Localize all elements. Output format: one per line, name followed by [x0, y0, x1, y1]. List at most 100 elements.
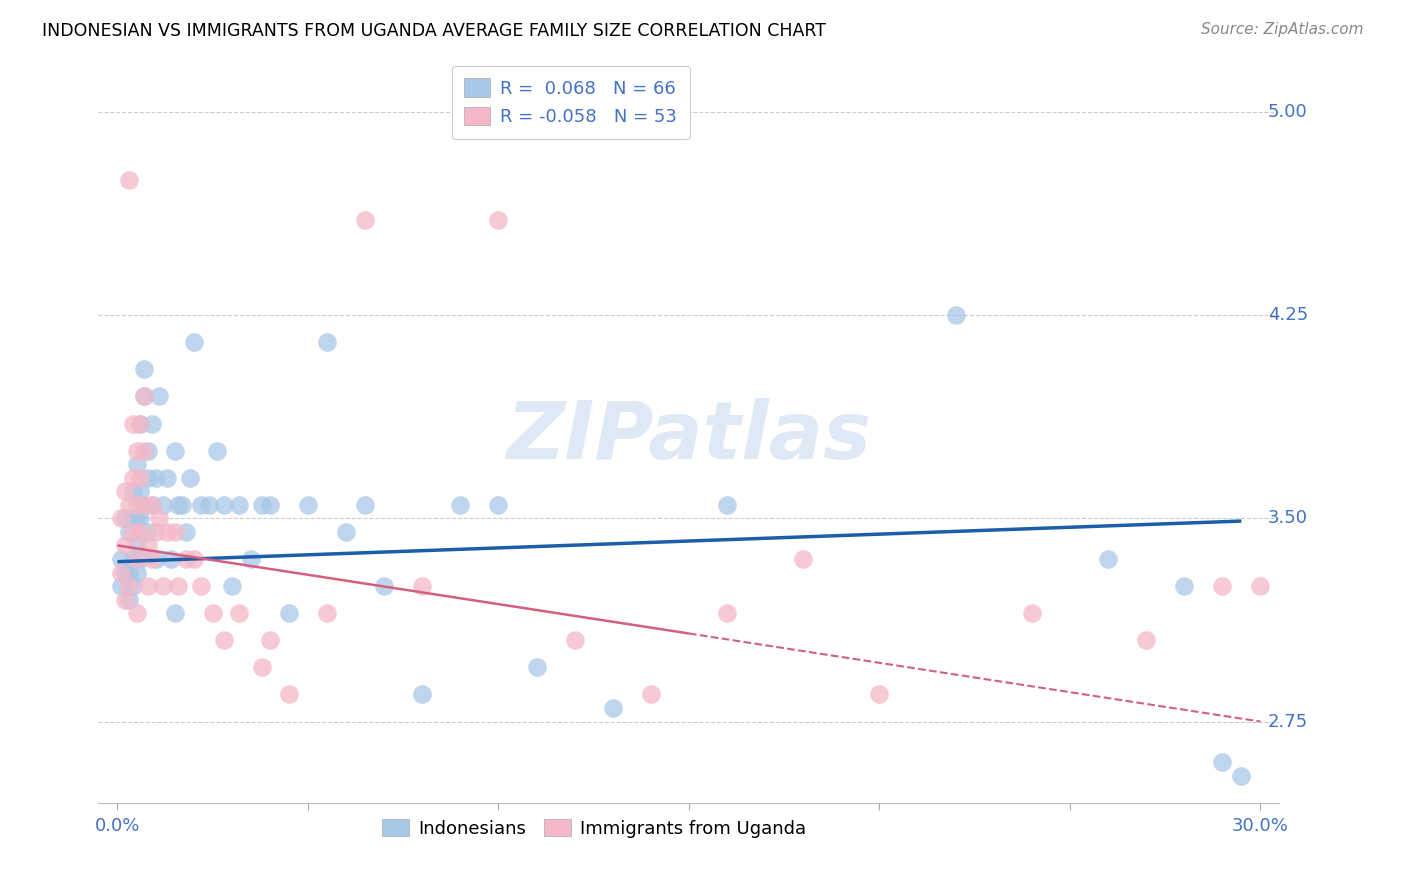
- Point: [179, 471, 201, 485]
- Point: [526, 660, 548, 674]
- Point: [868, 688, 890, 702]
- Point: [172, 498, 194, 512]
- Point: [198, 498, 221, 512]
- Point: [110, 511, 132, 525]
- Point: [201, 606, 224, 620]
- Point: [152, 498, 174, 512]
- Text: 3.50: 3.50: [1268, 509, 1308, 527]
- Point: [141, 498, 163, 512]
- Point: [277, 688, 299, 702]
- Point: [183, 335, 205, 350]
- Point: [297, 498, 319, 512]
- Point: [212, 498, 235, 512]
- Point: [125, 538, 148, 552]
- Text: 5.00: 5.00: [1268, 103, 1308, 121]
- Point: [141, 552, 163, 566]
- Point: [125, 457, 148, 471]
- Point: [1135, 633, 1157, 648]
- Point: [449, 498, 471, 512]
- Point: [145, 552, 167, 566]
- Point: [134, 498, 156, 512]
- Text: 2.75: 2.75: [1268, 713, 1308, 731]
- Point: [136, 538, 159, 552]
- Point: [110, 579, 132, 593]
- Point: [1097, 552, 1119, 566]
- Point: [174, 524, 197, 539]
- Point: [163, 524, 186, 539]
- Point: [1249, 579, 1271, 593]
- Point: [110, 552, 132, 566]
- Point: [156, 524, 179, 539]
- Point: [136, 443, 159, 458]
- Point: [114, 484, 136, 499]
- Text: 4.25: 4.25: [1268, 306, 1308, 324]
- Point: [1211, 755, 1233, 769]
- Point: [114, 538, 136, 552]
- Point: [118, 592, 141, 607]
- Point: [121, 524, 143, 539]
- Point: [129, 417, 152, 431]
- Point: [174, 552, 197, 566]
- Point: [125, 511, 148, 525]
- Point: [114, 566, 136, 580]
- Point: [212, 633, 235, 648]
- Point: [259, 633, 281, 648]
- Point: [316, 335, 339, 350]
- Point: [354, 213, 377, 227]
- Point: [152, 579, 174, 593]
- Point: [335, 524, 357, 539]
- Point: [121, 552, 143, 566]
- Point: [129, 417, 152, 431]
- Point: [136, 579, 159, 593]
- Point: [118, 524, 141, 539]
- Point: [141, 417, 163, 431]
- Point: [145, 471, 167, 485]
- Point: [602, 701, 624, 715]
- Point: [564, 633, 586, 648]
- Point: [114, 511, 136, 525]
- Point: [134, 389, 156, 403]
- Point: [163, 443, 186, 458]
- Point: [125, 443, 148, 458]
- Point: [129, 524, 152, 539]
- Point: [190, 579, 212, 593]
- Point: [163, 606, 186, 620]
- Point: [205, 443, 228, 458]
- Point: [125, 566, 148, 580]
- Point: [145, 524, 167, 539]
- Point: [228, 498, 250, 512]
- Point: [1230, 769, 1253, 783]
- Point: [129, 552, 152, 566]
- Point: [141, 498, 163, 512]
- Point: [134, 443, 156, 458]
- Point: [134, 498, 156, 512]
- Point: [167, 579, 190, 593]
- Point: [129, 511, 152, 525]
- Point: [945, 308, 967, 322]
- Point: [221, 579, 243, 593]
- Point: [316, 606, 339, 620]
- Text: ZIPatlas: ZIPatlas: [506, 398, 872, 476]
- Point: [1211, 579, 1233, 593]
- Point: [148, 389, 170, 403]
- Point: [118, 566, 141, 580]
- Text: Source: ZipAtlas.com: Source: ZipAtlas.com: [1201, 22, 1364, 37]
- Point: [716, 498, 738, 512]
- Point: [125, 498, 148, 512]
- Point: [134, 362, 156, 376]
- Point: [114, 592, 136, 607]
- Point: [167, 498, 190, 512]
- Legend: Indonesians, Immigrants from Uganda: Indonesians, Immigrants from Uganda: [375, 813, 814, 845]
- Point: [136, 524, 159, 539]
- Point: [411, 688, 433, 702]
- Point: [228, 606, 250, 620]
- Point: [118, 579, 141, 593]
- Point: [252, 660, 274, 674]
- Point: [118, 498, 141, 512]
- Point: [277, 606, 299, 620]
- Point: [159, 552, 181, 566]
- Point: [136, 471, 159, 485]
- Point: [1021, 606, 1043, 620]
- Point: [190, 498, 212, 512]
- Point: [129, 484, 152, 499]
